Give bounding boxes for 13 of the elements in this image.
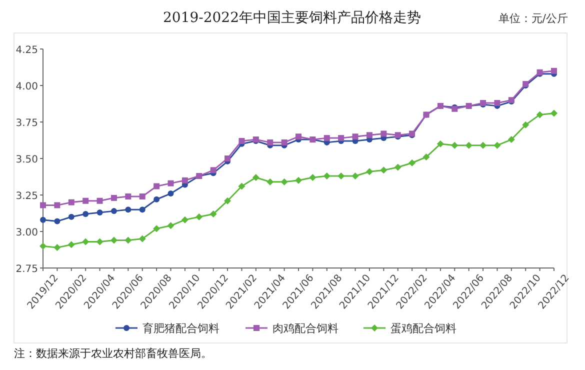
y-tick-label: 2.75 — [16, 264, 38, 275]
y-tick-label: 3.50 — [16, 154, 38, 166]
legend-label: 蛋鸡配合饲料 — [390, 322, 456, 335]
y-tick-label: 3.75 — [16, 118, 38, 129]
text: 单位：元/公斤 — [498, 12, 568, 25]
y-tick-label: 3.25 — [16, 191, 38, 202]
legend-label: 肉鸡配合饲料 — [272, 322, 338, 335]
y-tick-label: 3.00 — [16, 228, 38, 238]
text: 注：数据来源于农业农村部畜牧兽医局。 — [14, 347, 212, 360]
y-tick-label: 4.25 — [16, 45, 38, 56]
chart-title: 2019-2022年中国主要饲料产品价格走势 — [163, 10, 421, 26]
y-tick-label: 4.00 — [16, 82, 38, 92]
legend-label: 育肥猪配合饲料 — [142, 322, 220, 335]
